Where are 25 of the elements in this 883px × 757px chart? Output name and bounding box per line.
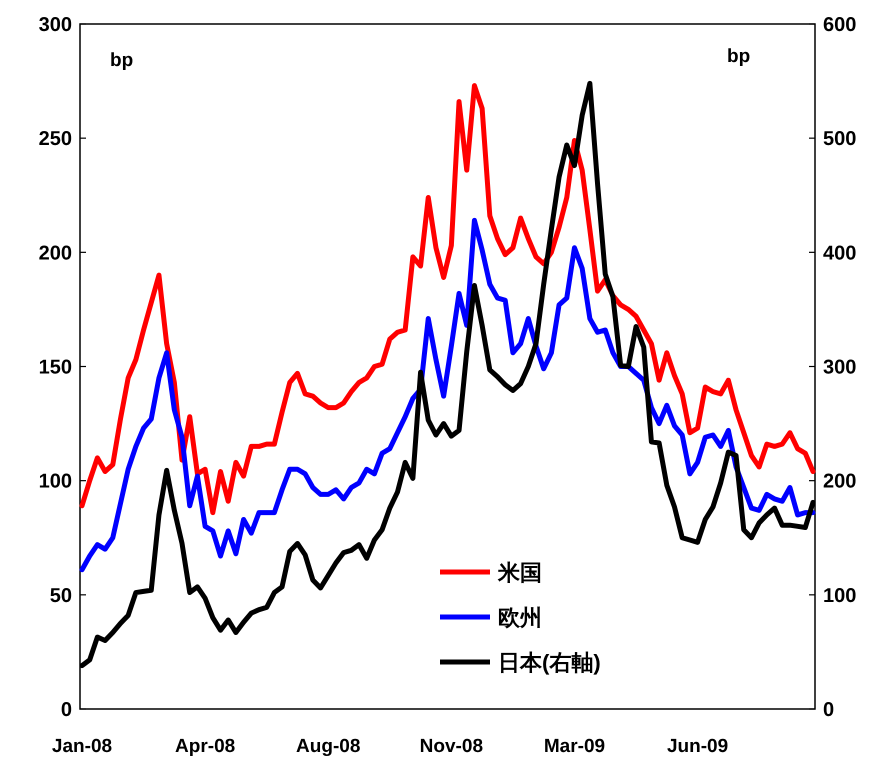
x-tick-label: Mar-09 [544,736,606,757]
y2-tick-label: 400 [823,242,856,264]
y2-axis-title: bp [727,46,750,67]
y-tick-label: 150 [38,356,72,378]
y-tick-label: 0 [60,699,72,721]
y2-tick-label: 300 [823,356,856,378]
x-tick-label: Jan-08 [52,736,112,757]
legend-label: 日本(右軸) [498,650,601,675]
y2-tick-label: 0 [823,699,834,721]
y-tick-label: 50 [50,584,72,607]
y-axis-title: bp [110,50,134,71]
y2-tick-label: 600 [823,14,856,36]
y-tick-label: 250 [38,128,72,150]
y2-tick-label: 100 [823,584,856,607]
y2-tick-label: 200 [823,470,856,493]
x-tick-label: Jun-09 [666,736,728,757]
y-tick-label: 200 [38,242,72,264]
y-tick-label: 100 [38,470,72,493]
x-tick-label: Apr-08 [175,736,236,757]
y-tick-label: 300 [38,14,72,36]
legend-label: 米国 [497,560,542,585]
y2-tick-label: 500 [823,128,856,150]
x-tick-label: Aug-08 [296,736,360,757]
legend-label: 欧州 [498,605,542,630]
x-tick-label: Nov-08 [420,736,484,757]
